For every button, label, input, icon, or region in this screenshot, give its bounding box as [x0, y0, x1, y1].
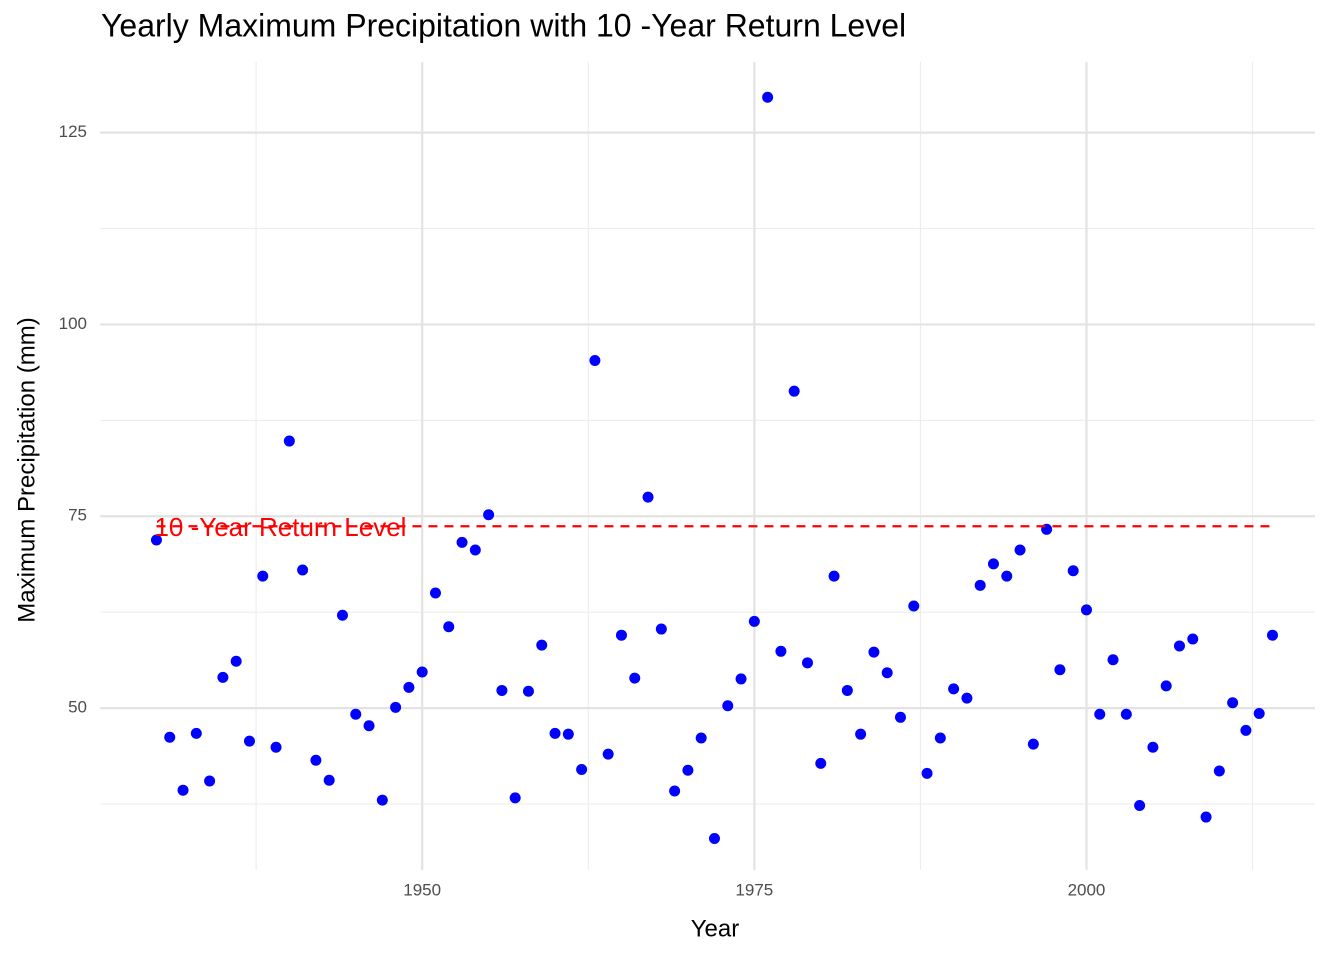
point [987, 558, 999, 570]
y-axis-title: Maximum Precipitation (mm) [13, 317, 40, 622]
point [257, 570, 269, 582]
point [283, 435, 295, 447]
point [456, 536, 468, 548]
point [1266, 629, 1278, 641]
point [615, 629, 627, 641]
point [1107, 654, 1119, 666]
point [1094, 708, 1106, 720]
point [629, 672, 641, 684]
point [748, 615, 760, 627]
return-level-label: 10 -Year Return Level [154, 512, 406, 542]
point [390, 701, 402, 713]
point [429, 587, 441, 599]
point [961, 692, 973, 704]
point [150, 534, 162, 546]
point [297, 564, 309, 576]
point [536, 639, 548, 651]
point [416, 666, 428, 678]
point [908, 600, 920, 612]
point [1067, 565, 1079, 577]
point [164, 731, 176, 743]
point [589, 354, 601, 366]
x-tick-label: 1975 [735, 880, 773, 899]
point [270, 741, 282, 753]
point [443, 621, 455, 633]
point [323, 774, 335, 786]
y-tick-label: 100 [59, 314, 87, 333]
point [549, 727, 561, 739]
point [1054, 664, 1066, 676]
point [669, 785, 681, 797]
point [509, 792, 521, 804]
point [1227, 697, 1239, 709]
point [868, 646, 880, 658]
point [974, 579, 986, 591]
point [708, 833, 720, 845]
point [1134, 800, 1146, 812]
point [562, 728, 574, 740]
point [177, 784, 189, 796]
point [934, 732, 946, 744]
point [217, 671, 229, 683]
point [762, 91, 774, 103]
point [921, 767, 933, 779]
x-tick-label: 1950 [403, 880, 441, 899]
point [642, 491, 654, 503]
point [948, 683, 960, 695]
point [363, 720, 375, 732]
point [204, 775, 216, 787]
point [775, 645, 787, 657]
point [655, 623, 667, 635]
y-tick-label: 75 [68, 506, 87, 525]
point [1120, 708, 1132, 720]
point [1014, 544, 1026, 556]
point [1240, 724, 1252, 736]
point [735, 673, 747, 685]
point [788, 385, 800, 397]
point [469, 544, 481, 556]
point [881, 667, 893, 679]
point [496, 684, 508, 696]
point [190, 727, 202, 739]
point [1160, 680, 1172, 692]
point [855, 728, 867, 740]
point [1187, 633, 1199, 645]
point [602, 748, 614, 760]
x-tick-label: 2000 [1068, 880, 1106, 899]
y-tick-label: 125 [59, 122, 87, 141]
point [894, 711, 906, 723]
point [310, 754, 322, 766]
point [336, 609, 348, 621]
point [1027, 738, 1039, 750]
point [695, 732, 707, 744]
point [522, 685, 534, 697]
point [243, 735, 255, 747]
point [828, 570, 840, 582]
point [841, 684, 853, 696]
point [230, 655, 242, 667]
point [1200, 811, 1212, 823]
point [801, 657, 813, 669]
point [682, 764, 694, 776]
point [376, 794, 388, 806]
point [1147, 741, 1159, 753]
point [1001, 570, 1013, 582]
point [403, 681, 415, 693]
point [483, 509, 495, 521]
chart-title: Yearly Maximum Precipitation with 10 -Ye… [101, 7, 906, 43]
point [1173, 640, 1185, 652]
point [722, 700, 734, 712]
point [1253, 707, 1265, 719]
point [1080, 604, 1092, 616]
point [576, 763, 588, 775]
x-axis-title: Year [691, 915, 740, 942]
point [1213, 765, 1225, 777]
point [815, 757, 827, 769]
point [350, 708, 362, 720]
y-tick-label: 50 [68, 698, 87, 717]
